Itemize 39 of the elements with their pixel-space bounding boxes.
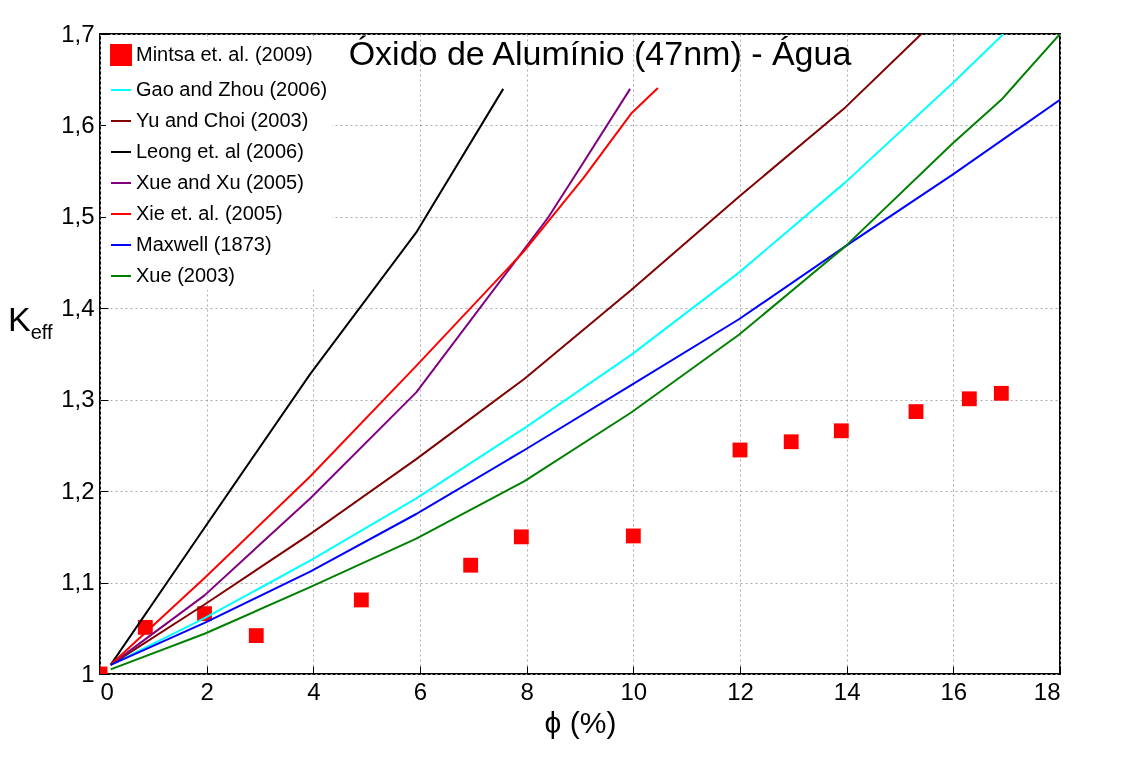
y-axis-title: K$_{eff}$	[8, 300, 53, 344]
chart-title: Óxido de Alumínio (47nm) - Água	[348, 34, 852, 72]
point	[833, 423, 849, 439]
x-tick-label: 14	[833, 677, 861, 705]
y-tick-label: 1	[81, 659, 95, 687]
x-tick-label: 12	[727, 677, 754, 705]
legend-label: Xue (2003)	[136, 264, 235, 286]
legend-label: Xie et. al. (2005)	[136, 202, 283, 224]
legend-label: Yu and Choi (2003)	[136, 109, 309, 131]
point	[961, 391, 977, 407]
point	[513, 529, 529, 545]
point	[993, 385, 1009, 401]
y-tick-label: 1,5	[61, 202, 95, 230]
x-tick-label: 8	[520, 677, 534, 705]
x-tick-label: 2	[200, 677, 214, 705]
y-tick-label: 1,1	[61, 568, 95, 596]
point	[908, 404, 924, 420]
x-tick-label: 6	[413, 677, 428, 705]
x-tick-label: 0	[100, 677, 114, 705]
point	[353, 592, 369, 608]
point	[783, 434, 799, 450]
legend-label: Maxwell (1873)	[136, 233, 272, 255]
x-tick-label: 16	[940, 677, 968, 705]
y-tick-label: 1,2	[61, 476, 95, 504]
legend-label: Gao and Zhou (2006)	[136, 78, 328, 100]
legend-label: Mintsa et. al. (2009)	[136, 43, 313, 65]
legend-label: Leong et. al (2006)	[136, 140, 304, 162]
y-tick-label: 1,6	[61, 110, 95, 138]
y-tick-label: 1,7	[61, 19, 95, 47]
x-tick-label: 18	[1033, 677, 1061, 705]
x-tick-label: 4	[307, 677, 321, 705]
y-tick-label: 1,3	[61, 385, 95, 413]
point	[463, 557, 479, 573]
x-tick-label: 10	[620, 677, 648, 705]
point	[625, 528, 641, 544]
point	[248, 628, 264, 644]
x-axis-title: ϕ (%)	[544, 705, 617, 739]
y-tick-label: 1,4	[61, 293, 95, 321]
legend-label: Xue and Xu (2005)	[136, 171, 304, 193]
